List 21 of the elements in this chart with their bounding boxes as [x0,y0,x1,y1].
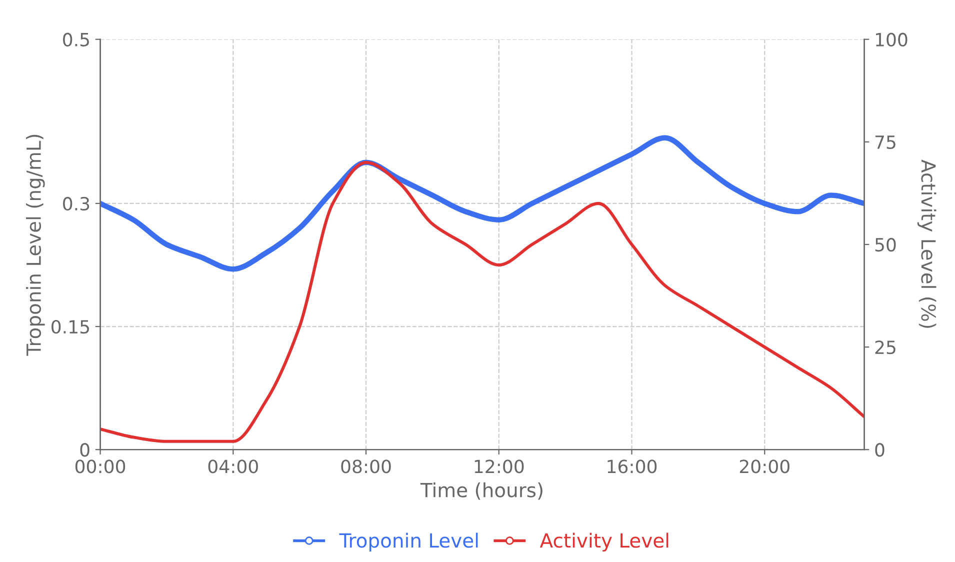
legend-label: Activity Level [540,532,668,552]
y2-tick-label: 100 [876,32,908,46]
y2-tick-label: 75 [875,136,896,150]
x-tick-label: 04:00 [208,460,258,474]
y2-tick-label: 0 [875,443,884,457]
x-tick-label: 08:00 [341,460,391,474]
x-tick-label: 20:00 [740,460,790,474]
line-series [100,160,864,443]
y-tick-label: 0.15 [52,320,89,334]
legend-label: Troponin Level [339,532,478,552]
y-tick-label: 0 [80,443,90,457]
y-axis-title: Troponin Level (ng/mL) [26,134,45,356]
y2-tick-label: 50 [875,238,896,252]
y2-tick-label: 25 [875,340,896,354]
x-tick-label: 12:00 [474,460,524,474]
y-tick-label: 0.3 [63,196,90,211]
x-tick-label: 00:00 [75,460,126,474]
x-axis-title: Time (hours) [420,482,542,500]
y2-axis-title: Activity Level (%) [917,160,936,328]
y-tick-label: 0.5 [63,32,89,46]
x-tick-label: 16:00 [608,460,657,474]
